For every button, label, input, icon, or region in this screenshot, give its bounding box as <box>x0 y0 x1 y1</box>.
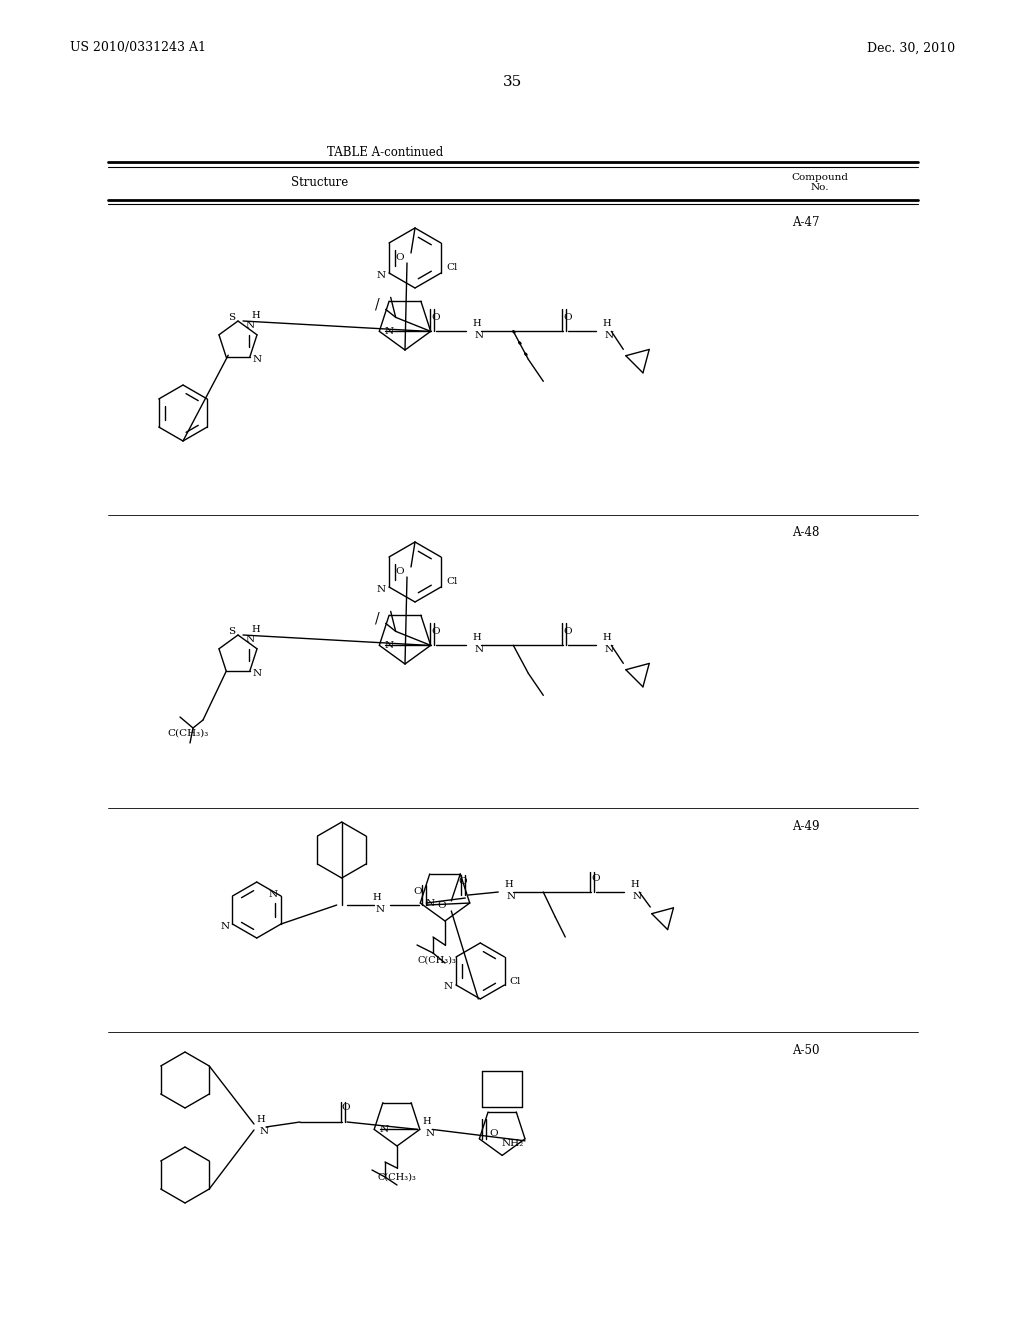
Text: A-50: A-50 <box>792 1044 819 1056</box>
Text: C(CH₃)₃: C(CH₃)₃ <box>167 729 209 738</box>
Text: H: H <box>252 312 260 321</box>
Text: O: O <box>395 253 404 263</box>
Text: O: O <box>431 627 439 636</box>
Text: A-47: A-47 <box>792 215 819 228</box>
Text: O: O <box>437 902 445 911</box>
Text: N: N <box>444 982 453 991</box>
Text: N: N <box>379 1125 388 1134</box>
Text: N: N <box>253 669 262 677</box>
Text: N: N <box>377 585 386 594</box>
Text: H: H <box>630 879 639 888</box>
Text: S: S <box>228 627 234 636</box>
Text: Compound: Compound <box>792 173 849 181</box>
Text: No.: No. <box>811 183 829 193</box>
Text: H: H <box>472 632 480 642</box>
Text: /: / <box>376 297 380 312</box>
Text: N: N <box>269 890 278 899</box>
Text: Cl: Cl <box>446 264 458 272</box>
Text: Structure: Structure <box>292 177 348 190</box>
Text: N: N <box>605 645 613 653</box>
Text: N: N <box>220 921 229 931</box>
Text: A-49: A-49 <box>792 820 819 833</box>
Text: O: O <box>431 313 439 322</box>
Text: H: H <box>257 1114 265 1123</box>
Text: Cl: Cl <box>446 578 458 586</box>
Text: O: O <box>563 627 571 636</box>
Text: O: O <box>563 313 571 322</box>
Text: H: H <box>472 319 480 327</box>
Text: N: N <box>259 1126 268 1135</box>
Text: US 2010/0331243 A1: US 2010/0331243 A1 <box>70 41 206 54</box>
Text: O: O <box>395 568 404 577</box>
Text: /: / <box>376 611 380 626</box>
Text: N: N <box>507 891 516 900</box>
Text: N: N <box>475 331 484 339</box>
Text: TABLE A-continued: TABLE A-continued <box>327 145 443 158</box>
Text: O: O <box>591 874 600 883</box>
Text: 35: 35 <box>503 75 521 88</box>
Text: N: N <box>246 635 255 644</box>
Text: H: H <box>504 879 513 888</box>
Text: H: H <box>602 632 610 642</box>
Text: N: N <box>426 1129 435 1138</box>
Text: H: H <box>423 1117 431 1126</box>
Text: O: O <box>342 1104 350 1113</box>
Text: Cl: Cl <box>510 978 521 986</box>
Text: N: N <box>475 645 484 653</box>
Text: N: N <box>633 891 642 900</box>
Text: O: O <box>414 887 422 895</box>
Text: N: N <box>384 640 393 649</box>
Text: N: N <box>605 331 613 339</box>
Text: N: N <box>375 904 384 913</box>
Text: N: N <box>377 271 386 280</box>
Text: O: O <box>458 876 467 886</box>
Text: H: H <box>602 319 610 327</box>
Text: N: N <box>246 322 255 330</box>
Text: C(CH₃)₃: C(CH₃)₃ <box>378 1172 417 1181</box>
Text: A-48: A-48 <box>792 525 819 539</box>
Text: S: S <box>228 314 234 322</box>
Text: N: N <box>425 899 434 908</box>
Text: N: N <box>384 327 393 335</box>
Text: NH₂: NH₂ <box>502 1139 523 1148</box>
Text: H: H <box>252 626 260 635</box>
Text: O: O <box>489 1130 498 1138</box>
Text: N: N <box>253 355 262 364</box>
Text: H: H <box>373 892 381 902</box>
Text: C(CH₃)₃: C(CH₃)₃ <box>418 956 457 965</box>
Text: Dec. 30, 2010: Dec. 30, 2010 <box>867 41 955 54</box>
